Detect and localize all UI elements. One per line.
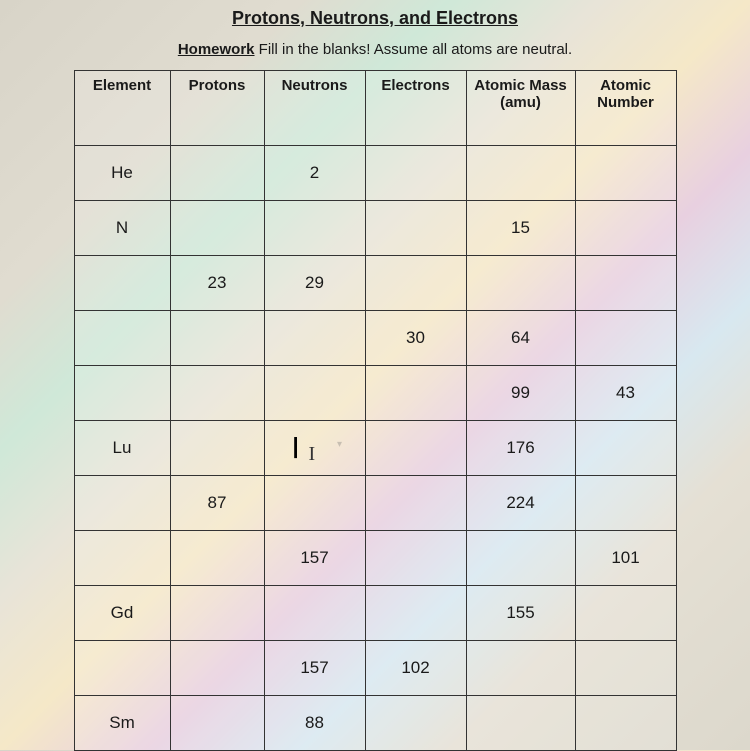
cell-protons[interactable]: 87 bbox=[170, 476, 264, 531]
cell-electrons[interactable] bbox=[365, 531, 466, 586]
cell-atomic-mass[interactable]: 64 bbox=[466, 311, 575, 366]
table-row: 30 64 bbox=[74, 311, 676, 366]
cell-atomic-mass[interactable] bbox=[466, 641, 575, 696]
cell-atomic-mass[interactable]: 224 bbox=[466, 476, 575, 531]
cell-neutrons[interactable] bbox=[264, 311, 365, 366]
cell-atomic-mass[interactable] bbox=[466, 146, 575, 201]
cell-atomic-number[interactable] bbox=[575, 586, 676, 641]
cell-protons[interactable] bbox=[170, 531, 264, 586]
cell-element[interactable] bbox=[74, 311, 170, 366]
cell-electrons[interactable]: 102 bbox=[365, 641, 466, 696]
cell-atomic-number[interactable]: 101 bbox=[575, 531, 676, 586]
cell-element[interactable] bbox=[74, 531, 170, 586]
cell-atomic-mass[interactable] bbox=[466, 256, 575, 311]
cell-atomic-number[interactable] bbox=[575, 476, 676, 531]
cell-electrons[interactable] bbox=[365, 586, 466, 641]
table-row: Lu | I ▾ 176 bbox=[74, 421, 676, 476]
cell-atomic-mass[interactable]: 155 bbox=[466, 586, 575, 641]
cell-electrons[interactable] bbox=[365, 421, 466, 476]
cell-element[interactable] bbox=[74, 256, 170, 311]
cell-neutrons[interactable]: 88 bbox=[264, 696, 365, 751]
cell-element[interactable]: Lu bbox=[74, 421, 170, 476]
worksheet-table: Element Protons Neutrons Electrons Atomi… bbox=[74, 70, 677, 751]
cell-atomic-mass[interactable]: 176 bbox=[466, 421, 575, 476]
cell-electrons[interactable] bbox=[365, 476, 466, 531]
cell-element[interactable]: N bbox=[74, 201, 170, 256]
cell-atomic-number[interactable] bbox=[575, 421, 676, 476]
cell-atomic-mass[interactable] bbox=[466, 531, 575, 586]
cell-electrons[interactable] bbox=[365, 256, 466, 311]
cell-protons[interactable] bbox=[170, 641, 264, 696]
cell-neutrons[interactable]: 157 bbox=[264, 531, 365, 586]
cell-element[interactable] bbox=[74, 641, 170, 696]
table-row: 157 101 bbox=[74, 531, 676, 586]
cell-atomic-number[interactable] bbox=[575, 641, 676, 696]
cell-neutrons[interactable] bbox=[264, 366, 365, 421]
table-row: Gd 155 bbox=[74, 586, 676, 641]
cell-atomic-number[interactable] bbox=[575, 201, 676, 256]
table-header-row: Element Protons Neutrons Electrons Atomi… bbox=[74, 71, 676, 146]
cell-electrons[interactable] bbox=[365, 146, 466, 201]
table-row: N 15 bbox=[74, 201, 676, 256]
cell-protons[interactable]: 23 bbox=[170, 256, 264, 311]
cell-element[interactable]: He bbox=[74, 146, 170, 201]
cell-element[interactable] bbox=[74, 366, 170, 421]
dropdown-hint-icon: ▾ bbox=[333, 439, 347, 453]
cell-neutrons[interactable]: 29 bbox=[264, 256, 365, 311]
cell-element[interactable]: Gd bbox=[74, 586, 170, 641]
cell-atomic-number[interactable]: 43 bbox=[575, 366, 676, 421]
cell-protons[interactable] bbox=[170, 421, 264, 476]
cell-atomic-number[interactable] bbox=[575, 256, 676, 311]
cell-neutrons-active[interactable]: | I ▾ bbox=[264, 421, 365, 476]
table-row: He 2 bbox=[74, 146, 676, 201]
table-body: He 2 N 15 23 29 30 64 bbox=[74, 146, 676, 751]
text-cursor-icon: | bbox=[293, 433, 299, 459]
cell-protons[interactable] bbox=[170, 586, 264, 641]
cell-atomic-number[interactable] bbox=[575, 696, 676, 751]
cell-electrons[interactable]: 30 bbox=[365, 311, 466, 366]
subtitle-instructions: Fill in the blanks! Assume all atoms are… bbox=[255, 41, 573, 58]
col-header-element: Element bbox=[74, 71, 170, 146]
cell-protons[interactable] bbox=[170, 366, 264, 421]
cell-element[interactable]: Sm bbox=[74, 696, 170, 751]
table-row: 99 43 bbox=[74, 366, 676, 421]
cell-electrons[interactable] bbox=[365, 696, 466, 751]
cell-protons[interactable] bbox=[170, 146, 264, 201]
ibeam-cursor-icon: I bbox=[309, 443, 316, 466]
cell-protons[interactable] bbox=[170, 696, 264, 751]
cell-atomic-number[interactable] bbox=[575, 311, 676, 366]
cell-neutrons[interactable] bbox=[264, 586, 365, 641]
page-title: Protons, Neutrons, and Electrons bbox=[232, 8, 518, 29]
cell-protons[interactable] bbox=[170, 311, 264, 366]
cell-neutrons[interactable]: 157 bbox=[264, 641, 365, 696]
cell-protons[interactable] bbox=[170, 201, 264, 256]
col-header-atomic-mass: Atomic Mass (amu) bbox=[466, 71, 575, 146]
cell-electrons[interactable] bbox=[365, 366, 466, 421]
col-header-atomic-number: Atomic Number bbox=[575, 71, 676, 146]
cell-atomic-number[interactable] bbox=[575, 146, 676, 201]
cell-element[interactable] bbox=[74, 476, 170, 531]
col-header-neutrons: Neutrons bbox=[264, 71, 365, 146]
table-row: 157 102 bbox=[74, 641, 676, 696]
cell-atomic-mass[interactable]: 15 bbox=[466, 201, 575, 256]
table-row: 23 29 bbox=[74, 256, 676, 311]
cell-neutrons[interactable] bbox=[264, 201, 365, 256]
cell-atomic-mass[interactable]: 99 bbox=[466, 366, 575, 421]
cell-neutrons[interactable]: 2 bbox=[264, 146, 365, 201]
cell-neutrons[interactable] bbox=[264, 476, 365, 531]
subtitle-bold: Homework bbox=[178, 41, 255, 58]
cell-atomic-mass[interactable] bbox=[466, 696, 575, 751]
col-header-protons: Protons bbox=[170, 71, 264, 146]
subtitle: Homework Fill in the blanks! Assume all … bbox=[178, 41, 572, 58]
table-row: Sm 88 bbox=[74, 696, 676, 751]
table-row: 87 224 bbox=[74, 476, 676, 531]
cell-electrons[interactable] bbox=[365, 201, 466, 256]
col-header-electrons: Electrons bbox=[365, 71, 466, 146]
